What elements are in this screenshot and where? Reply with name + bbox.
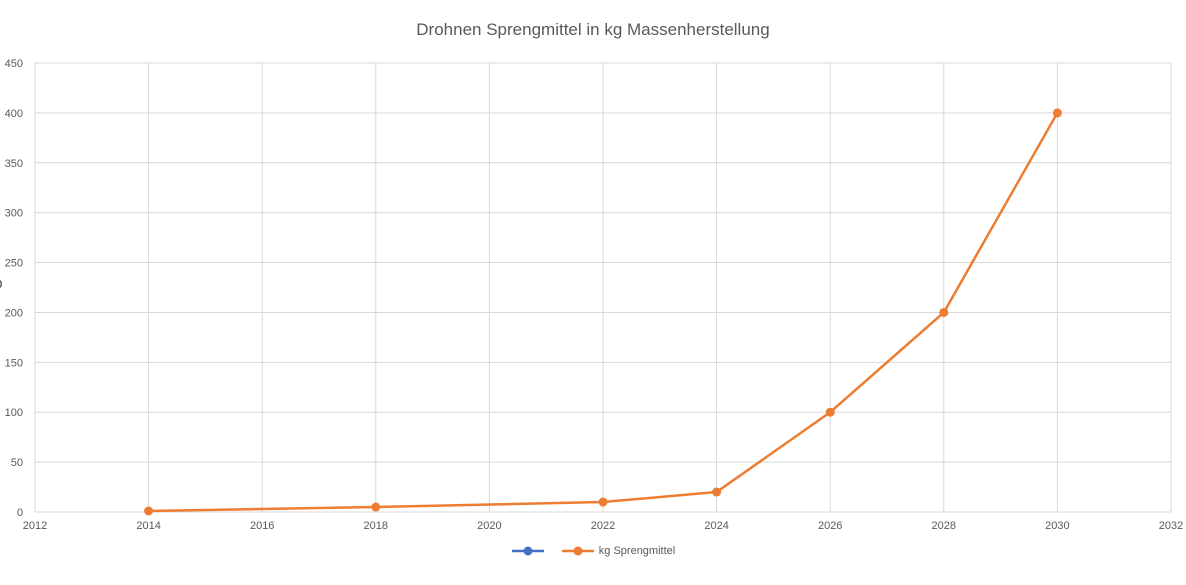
chart-title: Drohnen Sprengmittel in kg Massenherstel…: [416, 20, 770, 39]
legend-marker-icon: [511, 546, 544, 556]
x-tick-label: 2030: [1045, 520, 1069, 532]
y-tick-label: 450: [5, 58, 23, 70]
data-point-marker: [712, 487, 722, 497]
x-tick-label: 2012: [23, 520, 47, 532]
x-tick-label: 2028: [932, 520, 956, 532]
y-tick-label: 400: [5, 108, 23, 120]
y-tick-label: 350: [5, 158, 23, 170]
x-tick-label: 2022: [591, 520, 615, 532]
y-tick-label: 300: [5, 208, 23, 220]
data-point-marker: [939, 307, 949, 317]
legend-entry: [511, 545, 549, 557]
legend: kg Sprengmittel: [0, 545, 1186, 557]
y-tick-label: 200: [5, 307, 23, 319]
data-point-marker: [144, 506, 154, 516]
x-tick-label: 2032: [1159, 520, 1183, 532]
data-point-marker: [1052, 108, 1062, 118]
y-tick-label: 0: [17, 507, 23, 519]
data-point-marker: [598, 497, 608, 507]
y-axis-title-partial: O: [0, 276, 3, 293]
legend-marker-icon: [561, 546, 594, 556]
y-tick-label: 50: [11, 457, 23, 469]
data-point-marker: [371, 502, 381, 512]
x-tick-label: 2018: [364, 520, 388, 532]
legend-entry: kg Sprengmittel: [561, 545, 675, 557]
y-tick-label: 250: [5, 258, 23, 270]
x-tick-label: 2024: [704, 520, 728, 532]
legend-label: kg Sprengmittel: [598, 545, 676, 557]
x-tick-label: 2026: [818, 520, 842, 532]
x-tick-label: 2020: [477, 520, 501, 532]
x-tick-label: 2016: [250, 520, 274, 532]
y-tick-label: 100: [5, 407, 23, 419]
data-point-marker: [825, 407, 835, 417]
y-tick-label: 150: [5, 357, 23, 369]
x-tick-label: 2014: [136, 520, 160, 532]
